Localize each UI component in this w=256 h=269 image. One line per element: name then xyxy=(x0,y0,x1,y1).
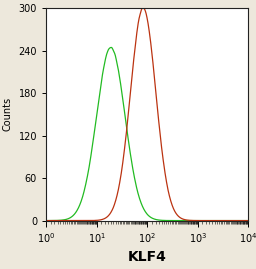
X-axis label: KLF4: KLF4 xyxy=(128,250,167,264)
Y-axis label: Counts: Counts xyxy=(3,97,13,131)
